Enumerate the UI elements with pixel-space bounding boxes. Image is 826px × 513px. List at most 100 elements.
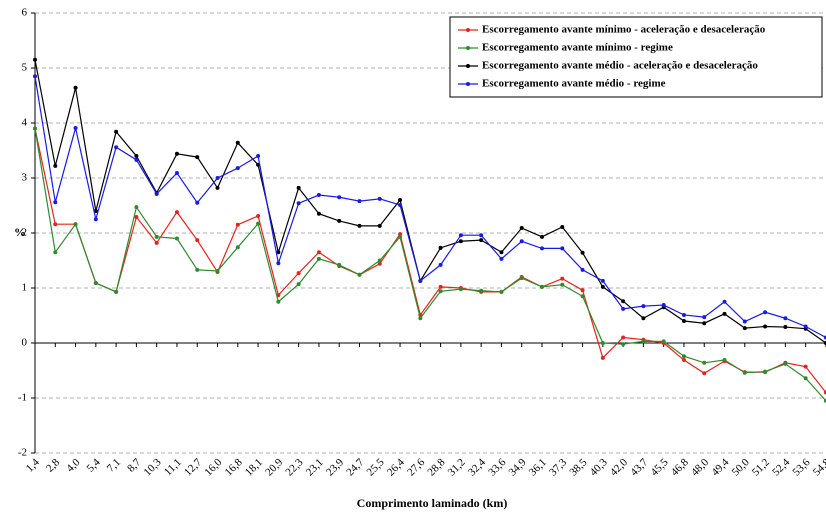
point xyxy=(195,200,200,205)
x-tick-label: 10,3 xyxy=(141,456,163,478)
y-tick-label: 6 xyxy=(22,7,28,19)
point xyxy=(722,299,727,304)
series-line xyxy=(34,59,826,344)
point xyxy=(134,215,139,220)
point xyxy=(73,85,78,90)
point xyxy=(296,282,301,287)
point xyxy=(53,163,58,168)
legend-marker xyxy=(466,46,470,50)
point xyxy=(560,224,565,229)
point xyxy=(438,284,443,289)
point xyxy=(540,284,544,289)
x-tick-label: 43,7 xyxy=(628,456,650,478)
point xyxy=(316,193,321,198)
x-tick-label: 31,2 xyxy=(446,456,468,478)
point xyxy=(661,339,666,344)
point xyxy=(641,316,646,321)
x-tick-label: 46,8 xyxy=(669,456,691,478)
point xyxy=(195,238,200,243)
x-tick-label: 38,5 xyxy=(567,456,589,478)
x-tick-label: 1,4 xyxy=(24,456,43,475)
point xyxy=(580,288,585,293)
x-tick-label: 37,3 xyxy=(547,456,569,478)
y-tick-label: -1 xyxy=(18,392,27,404)
point xyxy=(600,284,605,289)
point xyxy=(93,217,98,222)
point xyxy=(235,245,240,250)
point xyxy=(458,233,463,238)
point xyxy=(621,299,626,304)
x-tick-label: 53,6 xyxy=(790,456,812,478)
point xyxy=(702,315,707,320)
point xyxy=(560,282,565,287)
point xyxy=(519,226,524,231)
point xyxy=(114,145,119,150)
point xyxy=(114,129,119,134)
point xyxy=(418,316,423,321)
point xyxy=(337,262,342,267)
point xyxy=(235,222,240,227)
point xyxy=(458,287,463,292)
point xyxy=(580,267,585,272)
point xyxy=(33,74,37,79)
x-tick-label: 27,6 xyxy=(405,456,427,478)
x-tick-label: 16,0 xyxy=(202,456,224,478)
x-tick-label: 4,0 xyxy=(64,456,83,475)
y-axis-title: % xyxy=(14,225,26,239)
point xyxy=(154,234,159,239)
point xyxy=(600,341,605,345)
y-tick-label: 4 xyxy=(22,117,28,129)
point xyxy=(438,262,443,267)
x-tick-label: 18,1 xyxy=(243,456,265,478)
point xyxy=(174,171,179,176)
point xyxy=(398,234,403,239)
point xyxy=(316,250,321,255)
point xyxy=(276,261,281,266)
point xyxy=(803,324,808,329)
x-tick-label: 50,0 xyxy=(730,456,752,478)
point xyxy=(398,198,403,202)
point xyxy=(337,218,342,223)
point xyxy=(53,250,58,255)
point xyxy=(600,355,605,360)
point xyxy=(53,222,58,227)
point xyxy=(438,245,443,250)
point xyxy=(134,154,139,158)
point xyxy=(377,196,382,201)
point xyxy=(33,57,37,62)
point xyxy=(479,233,484,238)
point xyxy=(357,199,362,204)
point xyxy=(174,151,179,156)
legend-marker xyxy=(466,28,470,32)
x-tick-label: 2,8 xyxy=(44,456,63,475)
point xyxy=(540,234,544,239)
point xyxy=(681,319,686,323)
x-tick-label: 54,8 xyxy=(811,456,826,478)
point xyxy=(73,222,78,227)
x-tick-label: 33,6 xyxy=(486,456,508,478)
point xyxy=(53,200,58,205)
x-tick-label: 36,1 xyxy=(527,456,549,478)
point xyxy=(641,304,646,309)
point xyxy=(316,256,321,261)
x-tick-label: 11,1 xyxy=(162,456,184,478)
point xyxy=(296,201,301,206)
x-tick-label: 23,9 xyxy=(324,456,346,478)
point xyxy=(540,246,544,251)
legend-label: Escorregamento avante mínimo - regime xyxy=(482,42,673,54)
point xyxy=(763,310,768,315)
point xyxy=(742,326,747,331)
point xyxy=(73,125,78,130)
x-tick-label: 42,0 xyxy=(608,456,630,478)
x-tick-label: 28,8 xyxy=(425,456,447,478)
x-tick-label: 7,1 xyxy=(105,456,123,474)
x-tick-label: 45,5 xyxy=(648,456,670,478)
point xyxy=(823,335,826,340)
y-tick-label: 5 xyxy=(22,62,28,74)
point xyxy=(763,369,768,374)
point xyxy=(296,185,301,190)
x-axis-title: Comprimento laminado (km) xyxy=(357,496,508,510)
point xyxy=(114,289,119,294)
point xyxy=(316,211,321,216)
